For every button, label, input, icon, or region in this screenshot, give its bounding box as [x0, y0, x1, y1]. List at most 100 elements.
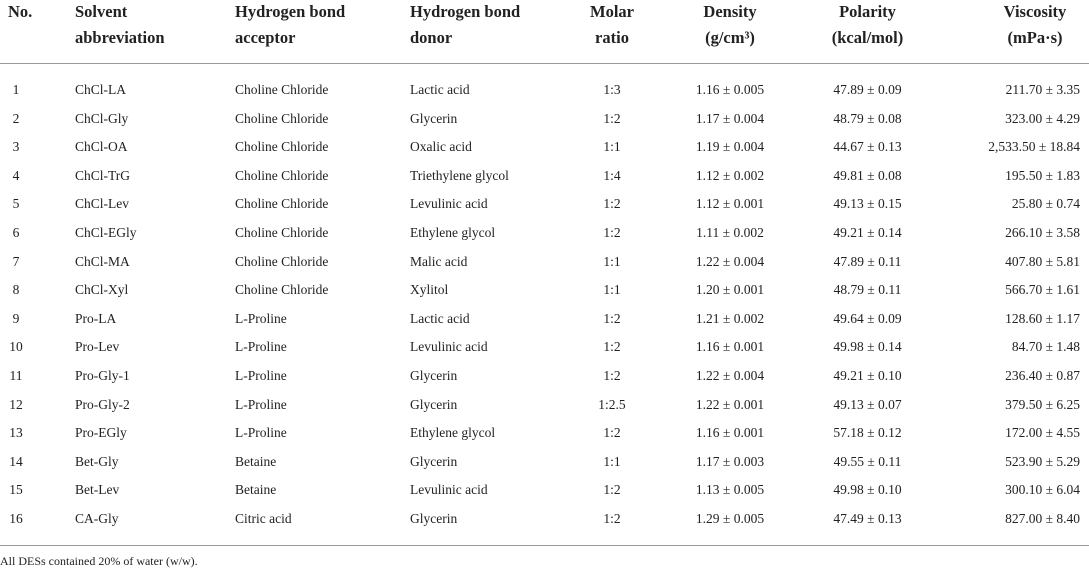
table-cell: 1:1 — [603, 139, 621, 155]
table-cell: 1.29 ± 0.005 — [695, 511, 765, 526]
column-header: No. — [8, 2, 33, 21]
table-cell: 1.11 ± 0.002 — [696, 225, 764, 240]
table-cell: ChCl-Xyl — [75, 282, 129, 298]
table-cell: Levulinic acid — [410, 339, 488, 355]
table-cell: 48.79 ± 0.11 — [833, 282, 902, 298]
table-cell: 323.00 ± 4.29 — [1005, 110, 1080, 126]
table-cell: Glycerin — [410, 110, 458, 126]
column-header: Molar — [590, 2, 634, 21]
column-header: ratio — [595, 28, 629, 47]
table-cell: 172.00 ± 4.55 — [1005, 425, 1080, 441]
table-cell: 14 — [9, 453, 23, 469]
table-cell: 1:2 — [603, 110, 621, 126]
table-cell: 49.21 ± 0.14 — [833, 225, 902, 240]
table-cell: Bet-Gly — [75, 453, 119, 469]
table-cell: 12 — [9, 396, 23, 412]
header-rule — [0, 63, 1089, 64]
table-cell: Pro-EGly — [75, 425, 127, 441]
table-cell: 266.10 ± 3.58 — [1005, 225, 1080, 240]
table-cell: L-Proline — [235, 425, 287, 441]
table-cell: 10 — [9, 339, 23, 355]
table-cell: 236.40 ± 0.87 — [1005, 368, 1080, 383]
table-cell: Choline Chloride — [235, 82, 329, 97]
table-cell: ChCl-EGly — [75, 225, 137, 240]
table-cell: ChCl-MA — [75, 253, 130, 269]
table-cell: 1:1 — [603, 282, 621, 298]
table-cell: ChCl-Gly — [75, 110, 129, 126]
table-cell: 2 — [12, 110, 20, 126]
table-cell: 379.50 ± 6.25 — [1005, 396, 1080, 412]
table-cell: 1:4 — [603, 167, 621, 183]
table-cell: Ethylene glycol — [410, 425, 496, 441]
table-cell: 1:2 — [603, 310, 621, 326]
table-cell: Pro-Gly-1 — [75, 368, 130, 383]
table-cell: 49.21 ± 0.10 — [833, 368, 902, 383]
table-cell: 1.17 ± 0.004 — [695, 110, 765, 126]
table-cell: Choline Chloride — [235, 225, 329, 240]
table-cell: ChCl-TrG — [75, 167, 131, 183]
table-cell: 195.50 ± 1.83 — [1005, 167, 1080, 183]
table-cell: 16 — [9, 511, 23, 526]
column-header: Solvent — [75, 2, 128, 21]
footnote: All DESs contained 20% of water (w/w). — [0, 554, 198, 568]
table-cell: Lactic acid — [410, 310, 470, 326]
table-cell: 11 — [9, 368, 23, 383]
table-cell: 49.64 ± 0.09 — [833, 310, 902, 326]
table-cell: 1:2 — [603, 339, 621, 355]
column-header: donor — [410, 28, 453, 47]
table-cell: 1:2 — [603, 425, 621, 441]
table-cell: Choline Chloride — [235, 167, 329, 183]
table-cell: Bet-Lev — [75, 482, 120, 498]
table-cell: Betaine — [235, 453, 277, 469]
column-header: abbreviation — [75, 28, 165, 47]
table-cell: 1.13 ± 0.005 — [695, 482, 765, 498]
table-cell: 1:1 — [603, 253, 621, 269]
column-header: acceptor — [235, 28, 296, 47]
table-cell: Triethylene glycol — [410, 167, 509, 183]
table-cell: 300.10 ± 6.04 — [1005, 482, 1080, 498]
table-cell: Pro-Lev — [75, 339, 120, 355]
bottom-rule — [0, 545, 1089, 546]
table-cell: Ethylene glycol — [410, 225, 496, 240]
table-cell: 7 — [12, 253, 20, 269]
table-cell: 49.55 ± 0.11 — [833, 453, 902, 469]
table-cell: 1:2 — [603, 482, 621, 498]
table-cell: Choline Chloride — [235, 282, 329, 298]
table-cell: L-Proline — [235, 310, 287, 326]
table-cell: Citric acid — [235, 511, 292, 526]
table-cell: Oxalic acid — [410, 139, 472, 155]
table-cell: L-Proline — [235, 339, 287, 355]
table-cell: Glycerin — [410, 396, 458, 412]
column-header: (mPa·s) — [1007, 28, 1063, 47]
table-cell: 1.21 ± 0.002 — [695, 310, 765, 326]
table-cell: Glycerin — [410, 511, 458, 526]
table-cell: 566.70 ± 1.61 — [1005, 282, 1080, 298]
table-cell: 4 — [12, 167, 20, 183]
table-cell: Choline Chloride — [235, 139, 329, 155]
table-cell: 1.16 ± 0.005 — [695, 82, 765, 97]
table-cell: 49.98 ± 0.14 — [833, 339, 902, 355]
table-cell: Choline Chloride — [235, 253, 329, 269]
table-cell: 407.80 ± 5.81 — [1005, 253, 1080, 269]
table-cell: 1:2 — [603, 511, 621, 526]
table-cell: 1:1 — [603, 453, 621, 469]
table-cell: 1.19 ± 0.004 — [695, 139, 765, 155]
table-cell: 1.12 ± 0.001 — [695, 196, 765, 212]
column-header: (kcal/mol) — [831, 28, 904, 47]
table-cell: 57.18 ± 0.12 — [833, 425, 902, 441]
column-header: Density — [703, 2, 757, 21]
table-cell: 1:3 — [603, 82, 621, 97]
column-header: Hydrogen bond — [235, 2, 346, 21]
table-cell: 47.49 ± 0.13 — [833, 511, 902, 526]
table-cell: 1.12 ± 0.002 — [695, 167, 765, 183]
table-cell: 1.16 ± 0.001 — [695, 339, 765, 355]
column-header: Polarity — [839, 2, 896, 21]
table-cell: ChCl-OA — [75, 139, 128, 155]
table-cell: 9 — [12, 310, 20, 326]
table-cell: 5 — [12, 196, 20, 212]
table-cell: 1 — [12, 82, 20, 97]
column-header: (g/cm³) — [705, 28, 755, 47]
table-cell: 2,533.50 ± 18.84 — [988, 139, 1080, 155]
table-cell: Pro-Gly-2 — [75, 396, 130, 412]
table-cell: 15 — [9, 482, 23, 498]
